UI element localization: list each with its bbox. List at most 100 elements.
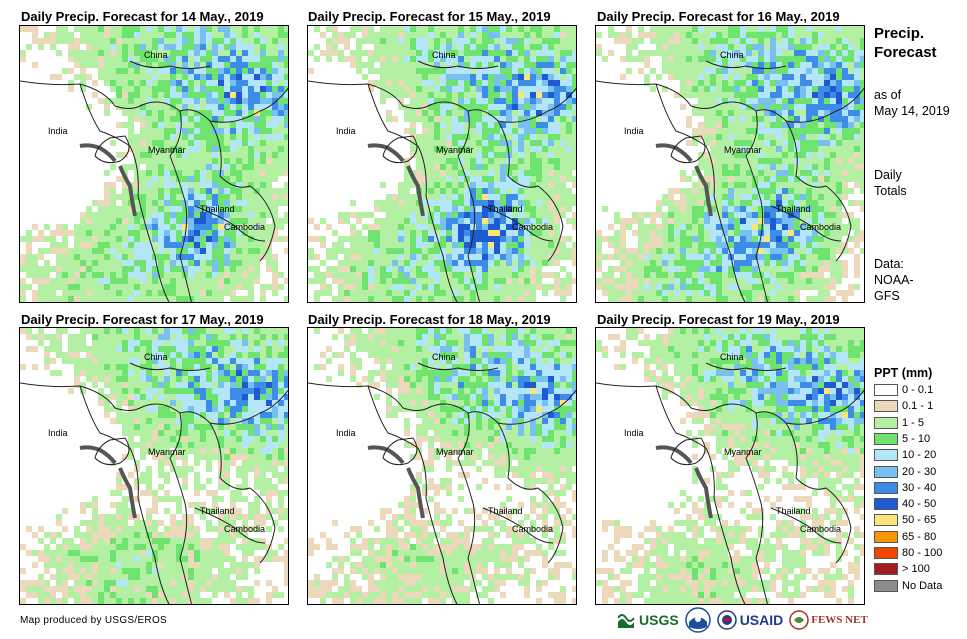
country-border	[20, 382, 288, 425]
usgs-wave-icon	[618, 614, 635, 628]
as-of-date: as of May 14, 2019	[874, 87, 950, 119]
legend-label: 80 - 100	[902, 547, 943, 559]
legend-label: 65 - 80	[902, 530, 937, 543]
legend-swatch	[874, 498, 898, 511]
noaa-logo-icon	[684, 607, 711, 633]
totals-line1: Daily	[874, 168, 902, 182]
forecast-map-4: China India Myanmar Thailand Cambodia	[19, 327, 289, 605]
country-border	[194, 205, 266, 242]
legend-swatch	[874, 400, 898, 413]
totals-line2: Totals	[874, 184, 907, 198]
precip-field: China India Myanmar Thailand Cambodia	[20, 26, 288, 302]
country-border	[169, 110, 193, 302]
country-label-cambodia: Cambodia	[224, 524, 265, 534]
country-label-cambodia: Cambodia	[800, 222, 841, 232]
country-label-myanmar: Myanmar	[148, 447, 186, 457]
usaid-logo: USAID	[716, 610, 783, 630]
country-label-thailand: Thailand	[776, 506, 811, 516]
side-title-line1: Precip.	[874, 25, 925, 42]
country-border	[497, 422, 564, 564]
legend-item: No Data	[874, 579, 942, 593]
country-border	[79, 83, 170, 302]
country-border	[457, 110, 481, 302]
legend-label: 0 - 0.1	[902, 384, 934, 396]
country-border	[417, 362, 499, 371]
coastline	[79, 143, 137, 217]
country-border	[596, 382, 864, 425]
country-border	[705, 362, 787, 371]
forecast-map-6: China India Myanmar Thailand Cambodia	[595, 327, 865, 605]
country-border	[169, 412, 193, 604]
country-border	[482, 205, 554, 242]
country-label-thailand: Thailand	[200, 506, 235, 516]
country-label-myanmar: Myanmar	[724, 145, 762, 155]
country-border	[482, 507, 554, 544]
map-credit: Map produced by USGS/EROS	[20, 615, 168, 626]
country-border	[367, 83, 458, 302]
country-border	[209, 422, 276, 564]
country-label-myanmar: Myanmar	[436, 145, 474, 155]
fewsnet-logo: FEWS NET	[789, 610, 868, 630]
country-border	[705, 60, 787, 69]
legend-swatch	[874, 530, 898, 543]
country-border	[770, 205, 842, 242]
country-border	[655, 83, 746, 302]
legend-label: 50 - 65	[902, 514, 937, 527]
country-label-thailand: Thailand	[488, 506, 523, 516]
forecast-map-3: China India Myanmar Thailand Cambodia	[595, 25, 865, 303]
legend-label: 20 - 30	[902, 465, 937, 478]
country-border	[194, 507, 266, 544]
coastline	[367, 143, 425, 217]
data-source-line2: NOAA-	[874, 273, 914, 287]
legend-label: > 100	[902, 563, 930, 576]
legend-swatch	[874, 579, 898, 592]
country-label-india: India	[624, 428, 644, 438]
coastline	[79, 445, 137, 519]
country-label-thailand: Thailand	[776, 204, 811, 214]
legend-label: 30 - 40	[902, 481, 937, 494]
legend-swatch	[874, 384, 898, 396]
logo-strip: USGS USAID FEWS NET	[618, 606, 868, 634]
panel-title-3: Daily Precip. Forecast for 16 May., 2019	[597, 9, 840, 24]
country-border	[308, 382, 576, 425]
usgs-logo-text: USGS	[639, 612, 679, 628]
coastline	[367, 445, 425, 519]
country-border	[785, 422, 852, 564]
country-label-myanmar: Myanmar	[436, 447, 474, 457]
legend-item: 0 - 0.1	[874, 383, 933, 397]
legend-label: 0.1 - 1	[902, 400, 934, 413]
legend-label: 10 - 20	[902, 449, 937, 462]
country-label-cambodia: Cambodia	[224, 222, 265, 232]
legend-label: 40 - 50	[902, 498, 937, 511]
country-label-china: China	[432, 352, 456, 362]
legend-item: 80 - 100	[874, 546, 942, 560]
legend-title: PPT (mm)	[874, 366, 933, 380]
fewsnet-globe-icon	[789, 610, 809, 630]
country-border	[209, 120, 276, 262]
side-title-line2: Forecast	[874, 44, 937, 61]
country-border	[670, 437, 706, 466]
forecast-map-5: China India Myanmar Thailand Cambodia	[307, 327, 577, 605]
as-of-value: May 14, 2019	[874, 104, 950, 118]
country-border	[94, 437, 130, 466]
country-border	[745, 412, 769, 604]
legend-item: 30 - 40	[874, 481, 936, 495]
legend-item: 1 - 5	[874, 416, 924, 430]
as-of-label: as of	[874, 88, 902, 102]
precip-field: China India Myanmar Thailand Cambodia	[308, 328, 576, 604]
legend-item: 0.1 - 1	[874, 399, 933, 413]
legend-item: 40 - 50	[874, 497, 936, 511]
data-source-line3: GFS	[874, 289, 900, 303]
country-label-cambodia: Cambodia	[512, 524, 553, 534]
totals-note: Daily Totals	[874, 167, 907, 199]
panel-title-5: Daily Precip. Forecast for 18 May., 2019	[308, 312, 551, 327]
country-label-india: India	[48, 428, 68, 438]
country-label-china: China	[432, 50, 456, 60]
country-label-thailand: Thailand	[200, 204, 235, 214]
country-label-china: China	[144, 352, 168, 362]
country-label-cambodia: Cambodia	[800, 524, 841, 534]
legend-item: > 100	[874, 562, 930, 576]
legend-swatch	[874, 514, 898, 527]
data-source-line1: Data:	[874, 257, 904, 271]
legend-swatch	[874, 449, 898, 462]
